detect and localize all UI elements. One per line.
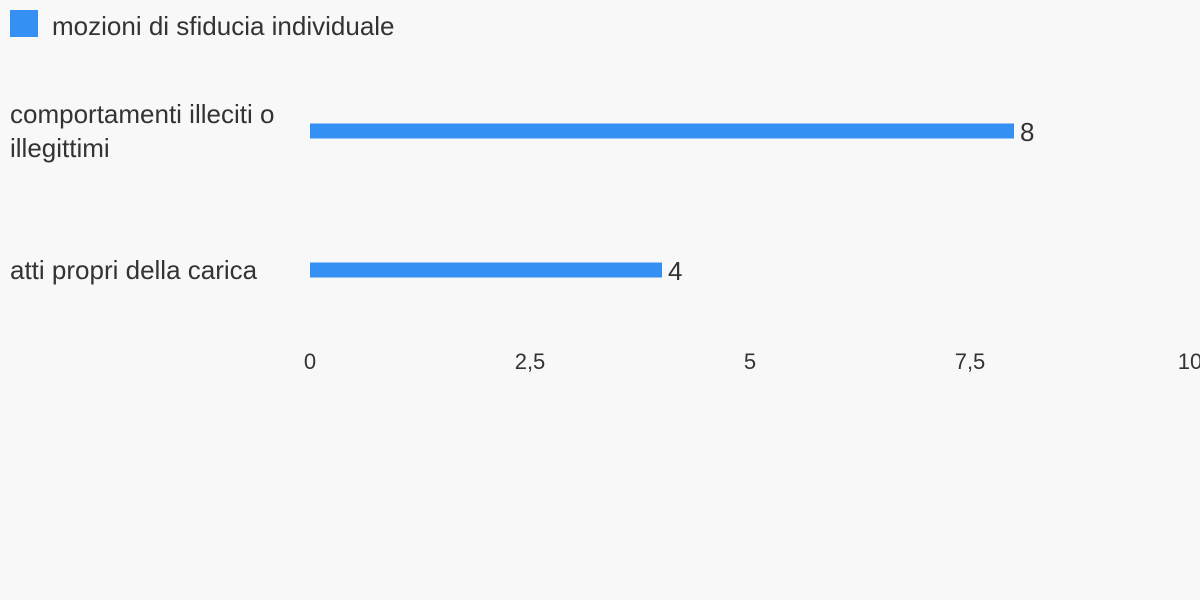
category-label: comportamenti illeciti o illegittimi — [10, 99, 275, 163]
bar — [310, 262, 662, 278]
x-tick-label: 0 — [304, 349, 316, 374]
x-tick-label: 5 — [744, 349, 756, 374]
x-tick-label: 7,5 — [955, 349, 986, 374]
category-label: atti propri della carica — [10, 255, 258, 285]
x-tick-label: 2,5 — [515, 349, 546, 374]
legend-label: mozioni di sfiducia individuale — [52, 11, 395, 41]
value-label: 8 — [1020, 117, 1034, 147]
bar — [310, 123, 1014, 139]
x-tick-label: 10 — [1178, 349, 1200, 374]
legend-swatch — [10, 10, 38, 37]
value-label: 4 — [668, 256, 682, 286]
